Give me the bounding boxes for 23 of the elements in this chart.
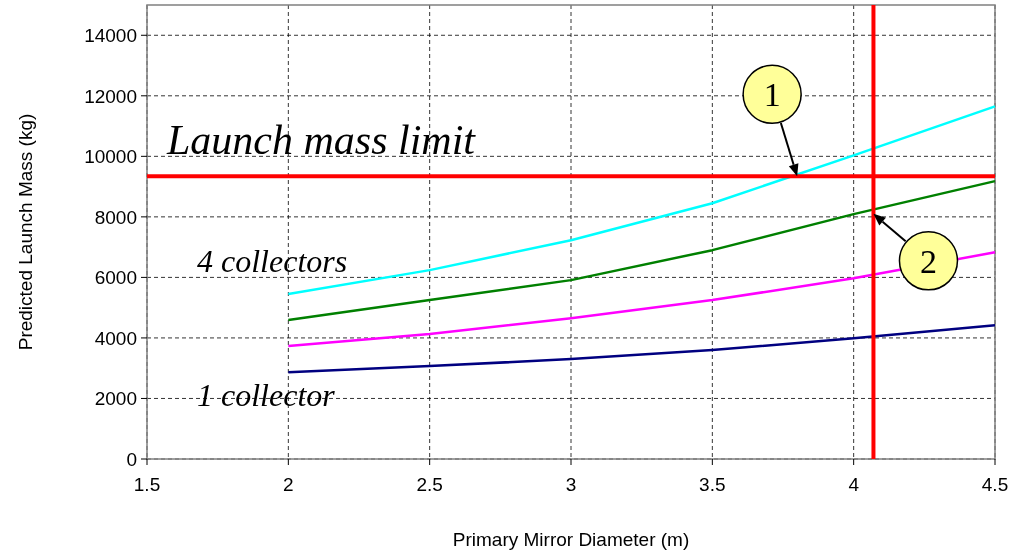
y-tick-label: 12000 [84, 85, 137, 107]
x-tick-label: 4.5 [981, 474, 1009, 495]
y-tick-label: 0 [126, 449, 137, 470]
x-tick-label: 2 [283, 474, 294, 495]
x-axis-title: Primary Mirror Diameter (m) [452, 529, 690, 550]
x-tick-label: 1.5 [133, 474, 161, 495]
y-tick-label: 6000 [94, 267, 137, 289]
y-tick-label: 4000 [94, 327, 137, 349]
series-label: 1 collector [197, 377, 336, 414]
annotation: 2 [919, 242, 937, 280]
y-axis-title: Predicted Launch Mass (kg) [15, 113, 36, 351]
y-tick-label: 2000 [94, 388, 137, 410]
y-tick-label: 10000 [84, 146, 137, 168]
x-tick-label: 2.5 [416, 474, 443, 495]
line-series [287, 323, 997, 374]
annotation: 1 [763, 76, 781, 114]
y-tick-label: 14000 [84, 25, 137, 47]
y-tick-label: 8000 [94, 206, 137, 228]
series-label: 4 collectors [197, 243, 348, 280]
x-tick-label: 3 [565, 474, 577, 495]
ref-line-label: Launch mass limit [166, 117, 477, 164]
x-tick-label: 3.5 [699, 474, 726, 495]
x-tick-label: 4 [848, 474, 860, 495]
